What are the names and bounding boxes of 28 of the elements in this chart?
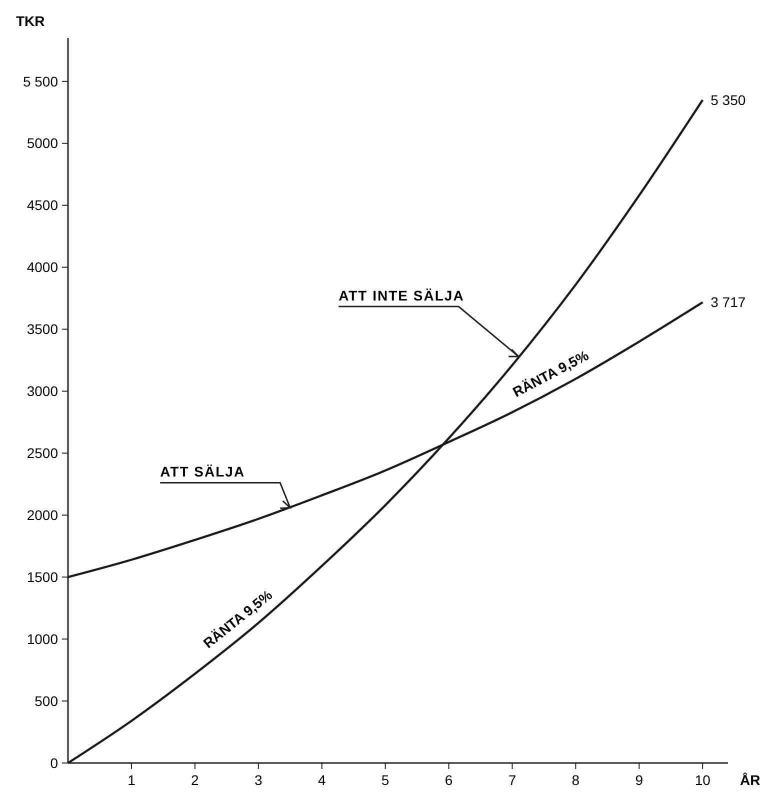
y-tick-label: 3000 [26,383,58,400]
x-tick-label: 9 [635,772,644,788]
y-tick-label: 500 [34,692,58,709]
y-axis-title: TKR [16,13,45,29]
y-tick-label: 5000 [26,135,58,152]
y-tick-label: 4000 [26,259,58,276]
x-tick-label: 5 [381,772,390,788]
x-tick-label: 7 [508,772,516,788]
y-tick-label: 2000 [26,507,58,524]
x-tick-label: 2 [191,772,200,788]
x-tick-label: 4 [318,772,326,788]
annotation: ATT INTE SÄLJA [338,288,464,304]
x-tick-label: 6 [444,772,453,788]
x-tick-label: 1 [128,772,136,788]
x-tick-label: 3 [254,772,262,788]
y-tick-label: 1000 [26,630,58,647]
data-label: 3 717 [710,294,746,310]
y-tick-label: 5 500 [22,73,58,90]
x-tick-label: 8 [572,772,580,788]
annotation: ATT SÄLJA [160,464,246,480]
y-tick-label: 4500 [26,197,58,214]
y-tick-label: 0 [50,754,58,771]
y-tick-label: 2500 [26,445,58,462]
x-tick-label: 10 [694,772,711,788]
x-axis-title: ÅR [740,772,760,788]
y-tick-label: 1500 [26,569,58,586]
y-tick-label: 3500 [26,321,58,338]
data-label: 5 350 [710,92,746,108]
